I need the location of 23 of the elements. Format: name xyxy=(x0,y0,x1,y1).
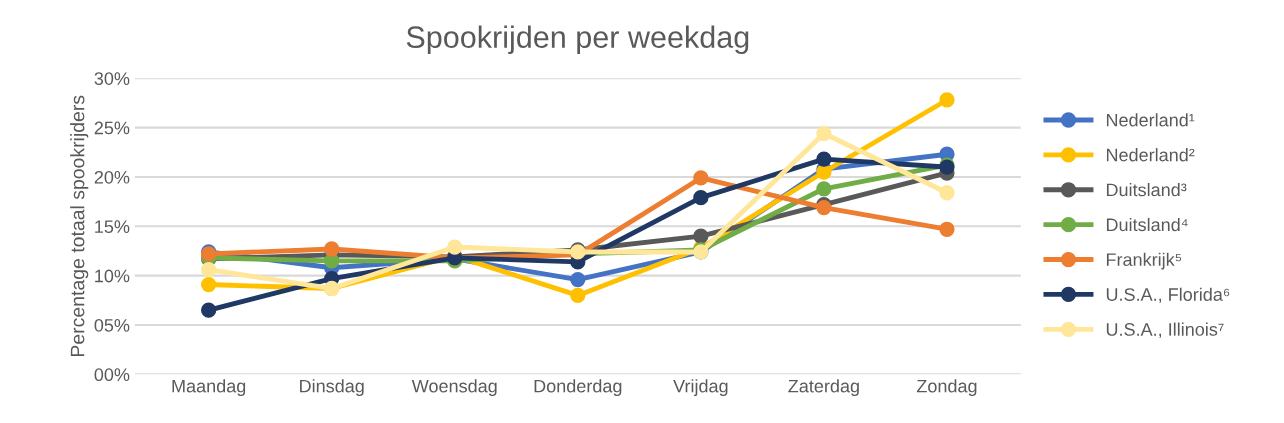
chart-title: Spookrijden per weekdag xyxy=(406,25,749,55)
legend-label: Nederland¹ xyxy=(1106,113,1195,127)
legend-label: Nederland² xyxy=(1106,148,1195,162)
y-tick-label: 15% xyxy=(95,220,130,234)
y-tick-label: 05% xyxy=(94,318,130,332)
legend-label: Frankrijk⁵ xyxy=(1106,252,1182,270)
x-tick-label: Donderdag xyxy=(534,379,622,397)
y-tick-label: 30% xyxy=(94,72,130,85)
x-tick-label: Dinsdag xyxy=(300,379,364,397)
legend-label: U.S.A., Illinois⁷ xyxy=(1106,322,1224,338)
x-tick-label: Zondag xyxy=(916,379,977,397)
legend-label: Duitsland⁴ xyxy=(1106,217,1188,232)
y-axis-title: Percentage totaal spookrijders xyxy=(70,95,89,357)
x-tick-label: Zaterdag xyxy=(788,379,859,397)
x-tick-label: Vrijdag xyxy=(673,379,728,397)
y-tick-label: 20% xyxy=(94,170,130,184)
y-tick-label: 25% xyxy=(94,121,130,135)
legend-label: U.S.A., Florida⁶ xyxy=(1106,287,1230,304)
y-tick-label: 00% xyxy=(94,368,130,382)
x-tick-label: Maandag xyxy=(172,379,246,397)
y-tick-label: 10% xyxy=(95,269,130,283)
legend-label: Duitsland³ xyxy=(1106,183,1187,197)
x-tick-label: Woensdag xyxy=(411,379,497,397)
